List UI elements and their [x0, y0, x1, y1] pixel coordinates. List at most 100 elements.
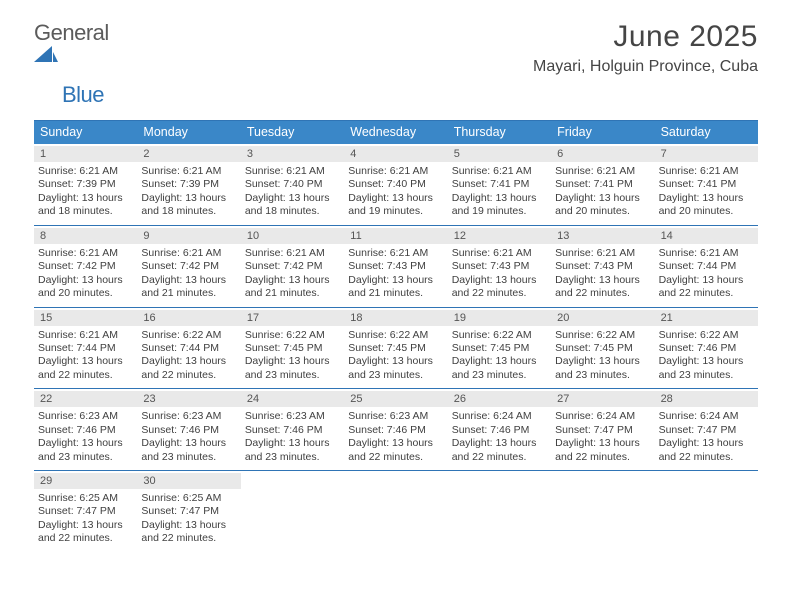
daylight-text: and 23 minutes.	[348, 369, 443, 382]
week-row: 22Sunrise: 6:23 AMSunset: 7:46 PMDayligh…	[34, 389, 758, 471]
sunset-text: Sunset: 7:39 PM	[38, 178, 133, 191]
day-cell	[448, 471, 551, 552]
daylight-text: Daylight: 13 hours	[38, 355, 133, 368]
day-number: 13	[551, 228, 654, 244]
sunrise-text: Sunrise: 6:21 AM	[141, 165, 236, 178]
sunset-text: Sunset: 7:47 PM	[555, 424, 650, 437]
day-cell: 11Sunrise: 6:21 AMSunset: 7:43 PMDayligh…	[344, 226, 447, 307]
sunrise-text: Sunrise: 6:23 AM	[141, 410, 236, 423]
sunset-text: Sunset: 7:41 PM	[452, 178, 547, 191]
sunrise-text: Sunrise: 6:23 AM	[38, 410, 133, 423]
daylight-text: Daylight: 13 hours	[452, 437, 547, 450]
daylight-text: Daylight: 13 hours	[555, 437, 650, 450]
sunrise-text: Sunrise: 6:21 AM	[348, 247, 443, 260]
daylight-text: Daylight: 13 hours	[659, 274, 754, 287]
day-number: 8	[34, 228, 137, 244]
daylight-text: and 22 minutes.	[141, 369, 236, 382]
sunrise-text: Sunrise: 6:21 AM	[452, 165, 547, 178]
daylight-text: and 21 minutes.	[141, 287, 236, 300]
sunset-text: Sunset: 7:44 PM	[659, 260, 754, 273]
daylight-text: Daylight: 13 hours	[38, 274, 133, 287]
day-number: 29	[34, 473, 137, 489]
sunset-text: Sunset: 7:42 PM	[141, 260, 236, 273]
day-cell: 15Sunrise: 6:21 AMSunset: 7:44 PMDayligh…	[34, 308, 137, 389]
sunrise-text: Sunrise: 6:22 AM	[245, 329, 340, 342]
weekday-header: Tuesday	[241, 121, 344, 144]
sunrise-text: Sunrise: 6:21 AM	[38, 165, 133, 178]
month-title: June 2025	[533, 20, 758, 54]
week-row: 8Sunrise: 6:21 AMSunset: 7:42 PMDaylight…	[34, 226, 758, 308]
daylight-text: Daylight: 13 hours	[348, 437, 443, 450]
sunrise-text: Sunrise: 6:24 AM	[659, 410, 754, 423]
day-number: 17	[241, 310, 344, 326]
day-cell: 2Sunrise: 6:21 AMSunset: 7:39 PMDaylight…	[137, 144, 240, 225]
sunset-text: Sunset: 7:46 PM	[348, 424, 443, 437]
day-cell: 12Sunrise: 6:21 AMSunset: 7:43 PMDayligh…	[448, 226, 551, 307]
sunset-text: Sunset: 7:40 PM	[348, 178, 443, 191]
daylight-text: Daylight: 13 hours	[555, 274, 650, 287]
day-cell: 30Sunrise: 6:25 AMSunset: 7:47 PMDayligh…	[137, 471, 240, 552]
day-number: 1	[34, 146, 137, 162]
sunrise-text: Sunrise: 6:24 AM	[452, 410, 547, 423]
sunset-text: Sunset: 7:45 PM	[348, 342, 443, 355]
daylight-text: and 20 minutes.	[555, 205, 650, 218]
day-number: 3	[241, 146, 344, 162]
weekday-header: Monday	[137, 121, 240, 144]
sunset-text: Sunset: 7:45 PM	[452, 342, 547, 355]
sunset-text: Sunset: 7:46 PM	[452, 424, 547, 437]
day-cell: 21Sunrise: 6:22 AMSunset: 7:46 PMDayligh…	[655, 308, 758, 389]
day-number: 26	[448, 391, 551, 407]
day-cell: 23Sunrise: 6:23 AMSunset: 7:46 PMDayligh…	[137, 389, 240, 470]
daylight-text: and 19 minutes.	[348, 205, 443, 218]
sunrise-text: Sunrise: 6:21 AM	[348, 165, 443, 178]
daylight-text: and 21 minutes.	[245, 287, 340, 300]
daylight-text: and 22 minutes.	[452, 451, 547, 464]
day-cell: 1Sunrise: 6:21 AMSunset: 7:39 PMDaylight…	[34, 144, 137, 225]
day-number: 2	[137, 146, 240, 162]
sunrise-text: Sunrise: 6:25 AM	[141, 492, 236, 505]
sunset-text: Sunset: 7:42 PM	[245, 260, 340, 273]
day-number: 20	[551, 310, 654, 326]
daylight-text: Daylight: 13 hours	[348, 274, 443, 287]
day-cell: 24Sunrise: 6:23 AMSunset: 7:46 PMDayligh…	[241, 389, 344, 470]
day-cell: 28Sunrise: 6:24 AMSunset: 7:47 PMDayligh…	[655, 389, 758, 470]
day-cell: 3Sunrise: 6:21 AMSunset: 7:40 PMDaylight…	[241, 144, 344, 225]
sunset-text: Sunset: 7:43 PM	[452, 260, 547, 273]
daylight-text: Daylight: 13 hours	[245, 437, 340, 450]
day-cell: 25Sunrise: 6:23 AMSunset: 7:46 PMDayligh…	[344, 389, 447, 470]
day-number: 5	[448, 146, 551, 162]
calendar: Sunday Monday Tuesday Wednesday Thursday…	[34, 120, 758, 552]
daylight-text: and 23 minutes.	[452, 369, 547, 382]
daylight-text: Daylight: 13 hours	[245, 355, 340, 368]
daylight-text: Daylight: 13 hours	[245, 274, 340, 287]
day-cell: 22Sunrise: 6:23 AMSunset: 7:46 PMDayligh…	[34, 389, 137, 470]
day-number: 25	[344, 391, 447, 407]
weeks-container: 1Sunrise: 6:21 AMSunset: 7:39 PMDaylight…	[34, 144, 758, 552]
header: General Blue June 2025 Mayari, Holguin P…	[0, 0, 792, 112]
daylight-text: and 23 minutes.	[555, 369, 650, 382]
sunrise-text: Sunrise: 6:21 AM	[245, 165, 340, 178]
daylight-text: Daylight: 13 hours	[659, 437, 754, 450]
daylight-text: and 22 minutes.	[38, 532, 133, 545]
day-number: 9	[137, 228, 240, 244]
daylight-text: and 18 minutes.	[141, 205, 236, 218]
day-cell	[241, 471, 344, 552]
daylight-text: Daylight: 13 hours	[348, 355, 443, 368]
location-subtitle: Mayari, Holguin Province, Cuba	[533, 58, 758, 76]
daylight-text: and 22 minutes.	[659, 451, 754, 464]
day-cell	[655, 471, 758, 552]
day-number: 12	[448, 228, 551, 244]
day-number: 6	[551, 146, 654, 162]
day-cell: 5Sunrise: 6:21 AMSunset: 7:41 PMDaylight…	[448, 144, 551, 225]
sunset-text: Sunset: 7:46 PM	[38, 424, 133, 437]
sunrise-text: Sunrise: 6:21 AM	[245, 247, 340, 260]
day-number: 11	[344, 228, 447, 244]
weekday-header: Friday	[551, 121, 654, 144]
daylight-text: and 23 minutes.	[245, 369, 340, 382]
day-cell: 8Sunrise: 6:21 AMSunset: 7:42 PMDaylight…	[34, 226, 137, 307]
day-number: 27	[551, 391, 654, 407]
sunset-text: Sunset: 7:46 PM	[141, 424, 236, 437]
title-block: June 2025 Mayari, Holguin Province, Cuba	[533, 20, 758, 76]
day-number: 7	[655, 146, 758, 162]
logo-word-general: General	[34, 20, 109, 45]
